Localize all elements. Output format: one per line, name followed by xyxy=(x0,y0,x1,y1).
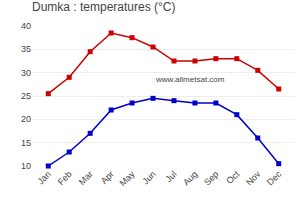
svg-text:Nov: Nov xyxy=(244,169,263,188)
svg-text:Jun: Jun xyxy=(140,169,157,186)
svg-text:Apr: Apr xyxy=(99,169,116,186)
svg-text:Jan: Jan xyxy=(36,169,53,186)
svg-text:Oct: Oct xyxy=(224,169,241,186)
svg-text:Feb: Feb xyxy=(56,169,74,187)
svg-text:30: 30 xyxy=(21,68,31,78)
svg-text:Dec: Dec xyxy=(265,169,284,188)
svg-text:15: 15 xyxy=(21,138,31,148)
svg-text:Sep: Sep xyxy=(202,169,220,187)
svg-text:Mar: Mar xyxy=(77,169,95,187)
svg-text:Aug: Aug xyxy=(181,169,199,187)
svg-text:www.allmetsat.com: www.allmetsat.com xyxy=(155,75,225,84)
svg-text:Jul: Jul xyxy=(163,169,178,184)
svg-text:Dumka : temperatures (°C): Dumka : temperatures (°C) xyxy=(32,0,176,14)
svg-text:20: 20 xyxy=(21,114,31,124)
svg-text:40: 40 xyxy=(21,21,31,31)
svg-text:May: May xyxy=(118,169,137,188)
svg-text:35: 35 xyxy=(21,44,31,54)
svg-text:25: 25 xyxy=(21,91,31,101)
svg-text:10: 10 xyxy=(21,161,31,171)
